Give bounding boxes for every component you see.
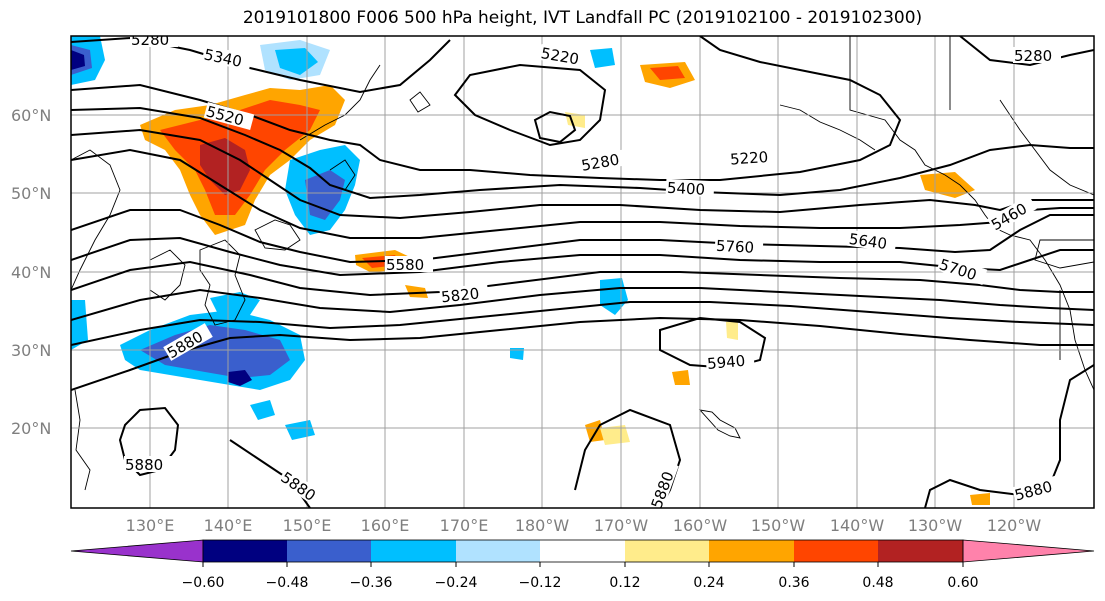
contour-label: 5280	[1014, 47, 1052, 65]
ivt-positive-patch	[672, 370, 690, 385]
lon-label: 170°E	[440, 516, 489, 535]
colorbar	[70, 539, 1095, 567]
colorbar-segment	[70, 539, 204, 563]
colorbar-tick-label: 0.12	[609, 575, 640, 591]
colorbar-segment	[456, 540, 540, 562]
colorbar-tick-label: 0.48	[862, 575, 893, 591]
lon-label: 140°W	[830, 516, 885, 535]
lon-label: 150°W	[751, 516, 806, 535]
colorbar-ticks: −0.60 −0.48 −0.36 −0.24 −0.12 0.12 0.24 …	[182, 575, 979, 591]
lon-label: 180°W	[515, 516, 570, 535]
colorbar-segment	[540, 540, 625, 562]
colorbar-tick-label: 0.60	[947, 575, 978, 591]
ivt-negative-strong-patch	[305, 170, 345, 220]
lon-label: 160°E	[361, 516, 410, 535]
contour-label: 5760	[716, 237, 755, 257]
longitude-labels: 130°E 140°E 150°E 160°E 170°E 180°W 170°…	[126, 516, 1042, 535]
ivt-negative-patch	[510, 348, 524, 360]
colorbar-segment	[287, 540, 371, 562]
lon-label: 160°W	[673, 516, 728, 535]
colorbar-outline	[202, 539, 964, 563]
ivt-positive-patch	[920, 172, 975, 198]
lon-label: 130°E	[126, 516, 175, 535]
lat-label: 30°N	[11, 341, 51, 360]
ivt-negative-strong-patch	[140, 325, 290, 378]
colorbar-tick-label: −0.36	[350, 575, 393, 591]
colorbar-segment	[878, 540, 963, 562]
contour-label: 5940	[706, 352, 746, 373]
colorbar-tick-label: −0.60	[182, 575, 225, 591]
colorbar-tick-label: 0.36	[778, 575, 809, 591]
ivt-weak-positive-patch	[726, 320, 738, 340]
ivt-positive-patch	[405, 285, 428, 298]
lon-label: 150°E	[283, 516, 332, 535]
colorbar-segment	[203, 540, 287, 562]
ivt-negative-patch	[71, 300, 88, 350]
colorbar-segment	[625, 540, 709, 562]
colorbar-tick-label: 0.24	[693, 575, 724, 591]
ivt-negative-patch	[250, 400, 275, 420]
colorbar-segment	[371, 540, 456, 562]
contour-label: 5820	[440, 284, 480, 306]
colorbar-segment	[794, 540, 878, 562]
ivt-negative-patch	[210, 292, 260, 318]
latitude-labels: 60°N 50°N 40°N 30°N 20°N	[11, 106, 51, 438]
map-title: 2019101800 F006 500 hPa height, IVT Land…	[242, 8, 923, 28]
lat-label: 40°N	[11, 263, 51, 282]
ivt-positive-patch	[970, 493, 990, 505]
lon-label: 120°W	[987, 516, 1042, 535]
lat-label: 50°N	[11, 184, 51, 203]
colorbar-segment	[962, 539, 1095, 563]
map-frame	[70, 35, 1095, 509]
colorbar-tick-label: −0.12	[519, 575, 562, 591]
contour-label: 5880	[125, 456, 163, 474]
coastlines	[71, 36, 1094, 491]
lon-label: 130°W	[908, 516, 963, 535]
colorbar-tick-label: −0.48	[266, 575, 309, 591]
colorbar-segment	[709, 540, 794, 562]
ivt-weak-positive-patch	[600, 425, 630, 445]
lon-label: 170°W	[594, 516, 649, 535]
contour-label: 5400	[667, 179, 706, 199]
ivt-strong-patch	[650, 66, 685, 80]
ivt-negative-patch	[71, 50, 85, 70]
ivt-negative-patch	[590, 48, 615, 68]
contour-label: 5580	[386, 256, 424, 274]
contour-label: 5280	[131, 31, 169, 49]
ivt-negative-patch	[228, 370, 252, 386]
contour-label: 5220	[729, 148, 768, 169]
lat-label: 20°N	[11, 419, 51, 438]
lat-label: 60°N	[11, 106, 51, 125]
lon-label: 140°E	[204, 516, 253, 535]
contour-label: 5640	[848, 230, 888, 253]
colorbar-tick-label: −0.24	[435, 575, 478, 591]
